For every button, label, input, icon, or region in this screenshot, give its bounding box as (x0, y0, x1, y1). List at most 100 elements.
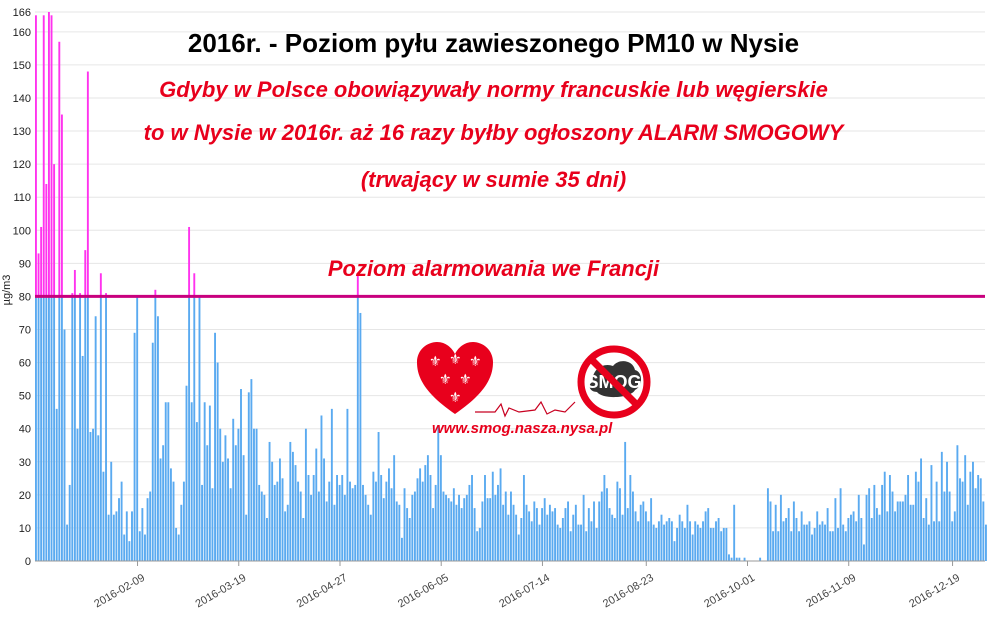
bar (689, 521, 691, 561)
bar (593, 501, 595, 561)
bar (961, 481, 964, 561)
y-tick-label: 30 (19, 457, 31, 469)
bar (966, 504, 969, 561)
bar (177, 534, 180, 561)
bar (541, 508, 544, 561)
x-tick-label: 2016-08-23 (601, 572, 656, 611)
bar (193, 296, 196, 561)
bar (881, 484, 884, 561)
bar (253, 428, 255, 561)
bar (863, 544, 865, 561)
bar (554, 508, 557, 561)
bar (351, 488, 354, 561)
bar (548, 504, 551, 561)
bar-exceedance (105, 293, 107, 297)
bar (268, 441, 271, 561)
bar (779, 494, 782, 561)
bar (447, 498, 450, 561)
y-tick-label: 110 (13, 192, 31, 204)
bar (484, 475, 486, 561)
bar (45, 296, 48, 561)
bar (606, 488, 608, 561)
bar (717, 518, 720, 561)
bar (289, 441, 292, 561)
bar (613, 518, 616, 561)
bar (525, 504, 528, 561)
bar (642, 501, 645, 561)
bar (216, 362, 219, 561)
bar (777, 531, 780, 561)
bar (86, 296, 89, 561)
bar (421, 481, 424, 561)
bar (432, 508, 435, 561)
bar (543, 498, 546, 561)
bar (499, 468, 502, 561)
bar (491, 471, 494, 561)
bar (875, 508, 878, 561)
bar (831, 531, 834, 561)
bar (631, 491, 634, 561)
bar (450, 501, 453, 561)
bar (909, 504, 912, 561)
bar-exceedance (99, 273, 102, 297)
bar (198, 296, 201, 561)
bar (47, 296, 50, 561)
bar (655, 527, 658, 561)
bar (325, 501, 328, 561)
bar (927, 524, 930, 561)
bar (141, 508, 144, 561)
bar (515, 514, 518, 561)
bar (972, 461, 974, 561)
bar (572, 514, 575, 561)
bar (128, 541, 131, 561)
bar (808, 521, 811, 561)
bar (162, 445, 165, 561)
bar (901, 501, 904, 561)
bar (224, 435, 227, 561)
y-tick-label: 40 (19, 424, 31, 436)
y-tick-label: 130 (13, 126, 31, 138)
svg-text:⚜: ⚜ (439, 371, 452, 387)
bar (567, 501, 569, 561)
bar (917, 481, 920, 561)
bar (123, 534, 126, 561)
bar (813, 527, 816, 561)
bar (564, 508, 567, 561)
bar (367, 504, 370, 561)
bar (55, 408, 58, 561)
bar (914, 471, 917, 561)
bar (824, 524, 826, 561)
bar (175, 527, 178, 561)
bar (715, 521, 717, 561)
website-url[interactable]: www.smog.nasza.nysa.pl (432, 420, 613, 437)
bar (904, 494, 907, 561)
bar (650, 498, 653, 561)
bar (442, 491, 445, 561)
bar (320, 415, 323, 561)
y-tick-label: 150 (13, 60, 31, 72)
bar (89, 432, 92, 561)
bar-exceedance (356, 273, 359, 297)
bar (182, 481, 185, 561)
bar (37, 296, 40, 561)
y-axis: 0 10 20 30 40 50 60 70 80 90 100 110 120 130 140 150 160… (13, 7, 31, 568)
bar (369, 514, 372, 561)
subtitle-line-2: to w Nysie w 2016r. aż 16 razy byłby ogł… (143, 120, 844, 145)
bar (585, 531, 588, 561)
bar (569, 531, 572, 561)
bar (974, 488, 977, 561)
bar (297, 481, 300, 561)
bar (452, 488, 455, 561)
bar (538, 524, 541, 561)
x-tick-label: 2016-11-09 (804, 572, 858, 610)
bar (359, 312, 362, 561)
bar (92, 428, 94, 561)
bar (946, 461, 948, 561)
bar (349, 481, 351, 561)
bar (266, 518, 268, 561)
bar-exceedance (47, 12, 50, 297)
lily-icons: ⚜ ⚜ ⚜ ⚜ ⚜ ⚜ (429, 351, 482, 405)
bar (546, 514, 549, 561)
bar (940, 451, 943, 561)
